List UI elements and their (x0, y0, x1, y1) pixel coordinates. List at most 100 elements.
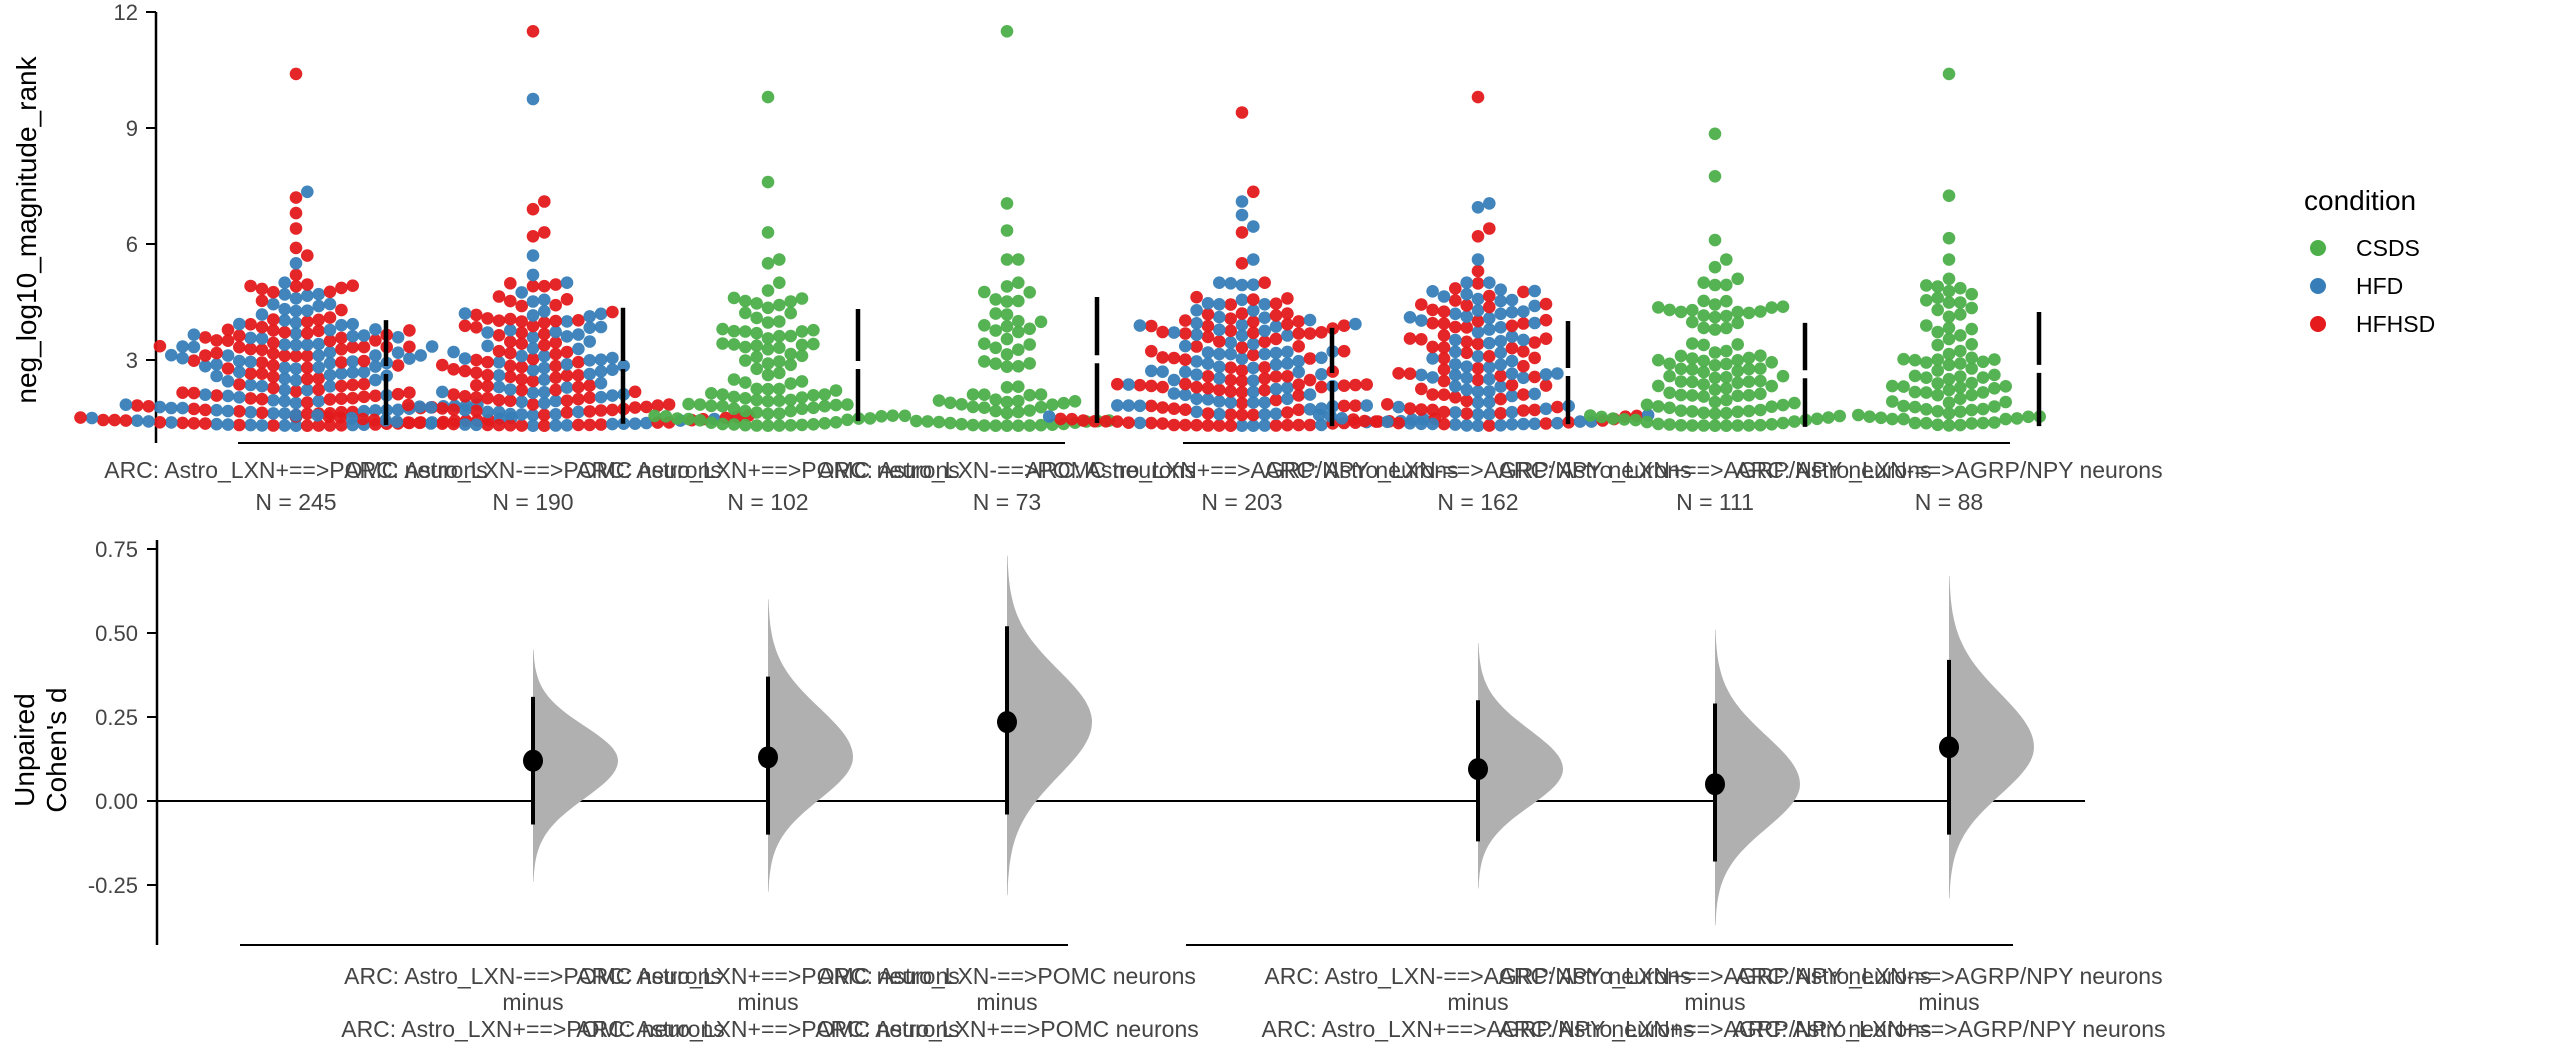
swarm-point (335, 356, 348, 369)
swarm-point (1224, 312, 1237, 326)
swarm-point (1494, 419, 1507, 432)
swarm-point (1697, 309, 1710, 322)
swarm-point (1213, 347, 1226, 361)
swarm-point (458, 319, 472, 333)
swarm-point (761, 368, 775, 382)
swarm-panel: neg_log10_magnitude_rank 3 6 9 12 ARC: Astr… (11, 0, 2163, 515)
top-n-label: N = 102 (727, 489, 808, 515)
swarm-point (357, 365, 371, 379)
swarm-point (773, 355, 786, 368)
swarm-point (1776, 300, 1790, 314)
swarm-point (244, 378, 257, 392)
swarm-point (1483, 395, 1496, 409)
swarm-point (1179, 327, 1192, 340)
swarm-point (739, 404, 752, 418)
swarm-point (346, 279, 360, 293)
swarm-point (470, 366, 483, 380)
swarm-point (1920, 294, 1933, 307)
swarm-point (750, 311, 763, 325)
swarm-point (1437, 341, 1451, 354)
swarm-point (583, 418, 596, 432)
swarm-point (1471, 385, 1485, 398)
swarm-point (267, 407, 280, 420)
swarm-point (1954, 357, 1967, 370)
swarm-point (119, 398, 133, 412)
swarm-point (1942, 189, 1956, 202)
swarm-point (594, 365, 608, 378)
comparison-group-label: ARC: Astro_LXN+==>AGRP/NPY neurons (1262, 1016, 1695, 1042)
legend-item-hfd: HFD (2310, 273, 2403, 299)
swarm-point (1145, 319, 1158, 333)
swarm-point (515, 286, 528, 299)
swarm-point (1765, 301, 1778, 314)
swarm-point (1235, 341, 1249, 354)
swarm-point (841, 413, 854, 427)
swarm-point (289, 349, 303, 363)
swarm-point (1908, 353, 1922, 367)
bottom-y-tick-label: 0.00 (95, 789, 138, 814)
swarm-point (1426, 303, 1439, 317)
swarm-point (932, 394, 946, 407)
swarm-point (458, 307, 472, 320)
swarm-point (1167, 418, 1181, 432)
swarm-point (1720, 406, 1733, 420)
swarm-point (1897, 399, 1910, 413)
swarm-point (1111, 399, 1124, 412)
swarm-point (1315, 351, 1328, 365)
swarm-point (1426, 316, 1439, 330)
swarm-point (1258, 361, 1271, 374)
swarm-point (617, 359, 630, 373)
swarm-point (1776, 416, 1790, 430)
swarm-point (1292, 403, 1305, 417)
swarm-point (1449, 345, 1462, 359)
swarm-point (1708, 395, 1722, 409)
swarm-point (1663, 357, 1676, 371)
swarm-point (1335, 412, 1349, 425)
swarm-point (1731, 376, 1744, 390)
swarm-point (346, 355, 360, 368)
swarm-point (1942, 383, 1956, 397)
swarm-point (784, 306, 797, 320)
swarm-point (1460, 407, 1473, 420)
comparison-group-label: ARC: Astro_LXN+==>POMC neurons (815, 1016, 1199, 1042)
effect-size-point (758, 746, 778, 769)
swarm-point (1190, 418, 1203, 432)
swarm-point (391, 331, 405, 344)
bootstrap-distribution-halfviolin (1715, 629, 1800, 926)
swarm-point (221, 418, 235, 431)
swarm-point (1686, 419, 1699, 432)
swarm-point (739, 418, 752, 432)
swarm-point (1483, 361, 1496, 374)
swarm-point (1539, 379, 1553, 392)
swarm-point (829, 384, 843, 397)
swarm-point (1931, 280, 1944, 293)
swarm-point (267, 313, 280, 326)
swarm-point (1426, 417, 1439, 431)
swarm-point (1258, 298, 1271, 311)
swarm-point (1437, 290, 1451, 303)
swarm-point (1437, 352, 1451, 365)
swarm-point (515, 373, 528, 386)
swarm-point (1190, 355, 1203, 368)
swarm-point (210, 403, 223, 417)
swarm-point (1471, 337, 1485, 351)
swarm-point (750, 350, 763, 364)
swarm-point (1897, 412, 1910, 426)
swarm-group (1584, 127, 1846, 433)
swarm-point (549, 408, 562, 421)
swarm-point (1483, 312, 1496, 325)
swarm-point (1897, 352, 1910, 366)
swarm-point (1201, 297, 1215, 310)
swarm-point (1437, 405, 1451, 419)
swarm-point (492, 329, 506, 342)
swarm-point (1292, 354, 1305, 368)
swarm-point (458, 364, 472, 378)
swarm-point (413, 400, 426, 414)
swarm-point (549, 383, 562, 397)
swarm-point (1281, 357, 1294, 370)
swarm-point (1023, 419, 1036, 432)
swarm-point (255, 320, 269, 334)
swarm-point (1369, 415, 1383, 428)
swarm-point (1731, 364, 1744, 378)
swarm-point (594, 353, 608, 367)
